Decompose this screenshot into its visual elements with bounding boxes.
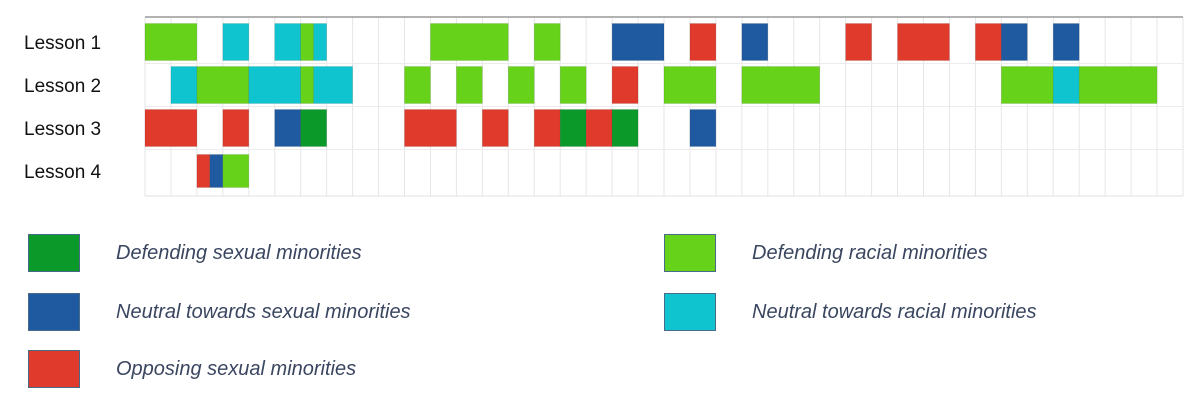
timeline-segment-neu-racial bbox=[313, 66, 353, 104]
legend-swatch-defending-racial bbox=[664, 234, 716, 272]
timeline-segment-def-racial bbox=[430, 23, 509, 61]
timeline-segment-neu-sexual bbox=[209, 154, 224, 188]
timeline-segment-opp-sexual bbox=[611, 66, 639, 104]
timeline-segment-neu-racial bbox=[248, 66, 302, 104]
timeline-segment-def-racial bbox=[144, 23, 198, 61]
timeline-segment-def-sexual bbox=[611, 109, 639, 147]
timeline-segment-def-racial bbox=[559, 66, 587, 104]
timeline-segment-neu-racial bbox=[313, 23, 327, 61]
timeline-segment-opp-sexual bbox=[845, 23, 872, 61]
legend-swatch-defending-sexual bbox=[28, 234, 80, 272]
timeline-segment-def-racial bbox=[1078, 66, 1158, 104]
timeline-segment-neu-sexual bbox=[741, 23, 769, 61]
timeline-segment-neu-sexual bbox=[274, 109, 302, 147]
timeline-segment-def-racial bbox=[456, 66, 483, 104]
timeline-segment-opp-sexual bbox=[196, 154, 211, 188]
timeline-segment-neu-racial bbox=[170, 66, 198, 104]
timeline-segment-neu-racial bbox=[274, 23, 302, 61]
timeline-chart: Lesson 1 Lesson 2 Lesson 3 Lesson 4 bbox=[24, 16, 1184, 197]
legend-label-opposing-sexual: Opposing sexual minorities bbox=[116, 358, 357, 380]
timeline-segment-opp-sexual bbox=[897, 23, 950, 61]
legend-label-neutral-racial: Neutral towards racial minorities bbox=[752, 301, 1037, 323]
timeline-segments bbox=[144, 23, 1158, 188]
timeline-segment-def-racial bbox=[300, 66, 314, 104]
row-labels: Lesson 1 Lesson 2 Lesson 3 Lesson 4 bbox=[24, 33, 102, 183]
timeline-segment-neu-sexual bbox=[611, 23, 665, 61]
timeline-segment-def-racial bbox=[533, 23, 561, 61]
legend-swatch-neutral-sexual bbox=[28, 293, 80, 331]
timeline-segment-opp-sexual bbox=[689, 23, 717, 61]
timeline-segment-opp-sexual bbox=[404, 109, 457, 147]
timeline-segment-def-racial bbox=[404, 66, 431, 104]
timeline-segment-neu-sexual bbox=[1052, 23, 1080, 61]
row-label-lesson-2: Lesson 2 bbox=[24, 76, 101, 97]
timeline-segment-def-racial bbox=[507, 66, 535, 104]
timeline-segment-def-racial bbox=[741, 66, 820, 104]
timeline-segment-neu-sexual bbox=[1001, 23, 1028, 61]
legend-label-defending-racial: Defending racial minorities bbox=[752, 242, 988, 264]
timeline-segment-def-racial bbox=[196, 66, 250, 104]
legend-swatch-neutral-racial bbox=[664, 293, 716, 331]
timeline-segment-opp-sexual bbox=[482, 109, 509, 147]
legend-label-neutral-sexual: Neutral towards sexual minorities bbox=[116, 301, 411, 323]
timeline-segment-def-racial bbox=[663, 66, 717, 104]
timeline-segment-opp-sexual bbox=[222, 109, 250, 147]
timeline-segment-opp-sexual bbox=[975, 23, 1002, 61]
timeline-segment-def-sexual bbox=[300, 109, 327, 147]
timeline-segment-opp-sexual bbox=[144, 109, 198, 147]
timeline-segment-opp-sexual bbox=[585, 109, 613, 147]
legend-label-defending-sexual: Defending sexual minorities bbox=[116, 242, 362, 264]
timeline-segment-opp-sexual bbox=[533, 109, 561, 147]
timeline-segment-neu-racial bbox=[222, 23, 250, 61]
timeline-segment-neu-sexual bbox=[689, 109, 717, 147]
timeline-segment-def-racial bbox=[1001, 66, 1054, 104]
timeline-segment-def-racial bbox=[222, 154, 250, 188]
timeline-segment-def-sexual bbox=[559, 109, 587, 147]
row-label-lesson-3: Lesson 3 bbox=[24, 119, 101, 140]
row-label-lesson-1: Lesson 1 bbox=[24, 33, 101, 54]
timeline-segment-neu-racial bbox=[1052, 66, 1080, 104]
timeline-segment-def-racial bbox=[300, 23, 314, 61]
legend-swatch-opposing-sexual bbox=[28, 350, 80, 388]
row-label-lesson-4: Lesson 4 bbox=[24, 162, 102, 183]
